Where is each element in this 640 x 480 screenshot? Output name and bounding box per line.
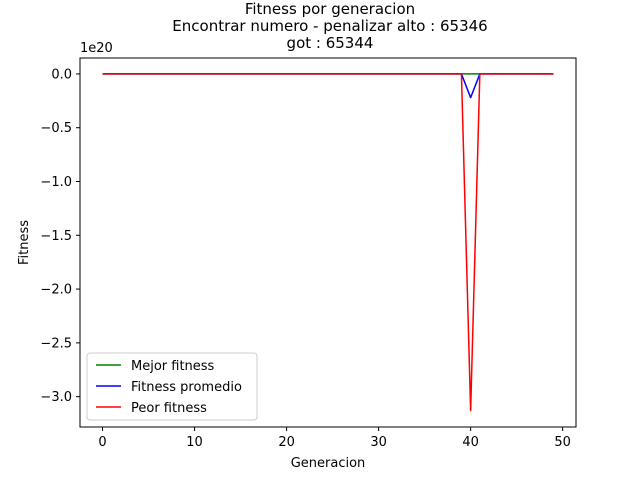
legend-entry: Peor fitness bbox=[131, 401, 207, 416]
chart-title-line: Fitness por generacion bbox=[245, 0, 415, 18]
series-line-peor-fitness bbox=[102, 73, 554, 412]
series-line-fitness-promedio bbox=[102, 73, 554, 99]
x-tick-label: 0 bbox=[98, 435, 106, 450]
x-tick-label: 20 bbox=[278, 435, 295, 450]
x-tick-label: 10 bbox=[186, 435, 203, 450]
y-tick-label: −2.5 bbox=[40, 336, 72, 351]
legend: Mejor fitness Fitness promedio Peor fitnes… bbox=[86, 352, 258, 421]
y-tick-label: −1.0 bbox=[40, 175, 72, 190]
chart-title-line: Encontrar numero - penalizar alto : 6534… bbox=[172, 17, 487, 35]
x-tick-label: 30 bbox=[370, 435, 387, 450]
plot-area-frame bbox=[79, 57, 577, 428]
chart-title-line: got : 65344 bbox=[287, 34, 374, 52]
y-tick-label: −1.5 bbox=[40, 229, 72, 244]
y-tick-label: 0.0 bbox=[51, 67, 72, 82]
legend-entry: Fitness promedio bbox=[131, 380, 242, 395]
x-axis: 0 10 20 30 40 50 bbox=[98, 427, 571, 450]
legend-entry: Mejor fitness bbox=[131, 359, 215, 374]
y-axis-label: Fitness bbox=[17, 220, 32, 265]
x-tick-label: 50 bbox=[554, 435, 571, 450]
x-axis-label: Generacion bbox=[291, 456, 366, 471]
y-scale-label: 1e20 bbox=[80, 41, 113, 56]
x-tick-label: 40 bbox=[462, 435, 479, 450]
y-axis: 0.0 −0.5 −1.0 −1.5 −2.0 −2.5 −3.0 bbox=[40, 67, 80, 405]
y-tick-label: −0.5 bbox=[40, 121, 72, 136]
y-tick-label: −3.0 bbox=[40, 390, 72, 405]
legend-box bbox=[86, 352, 258, 421]
y-tick-label: −2.0 bbox=[40, 283, 72, 298]
